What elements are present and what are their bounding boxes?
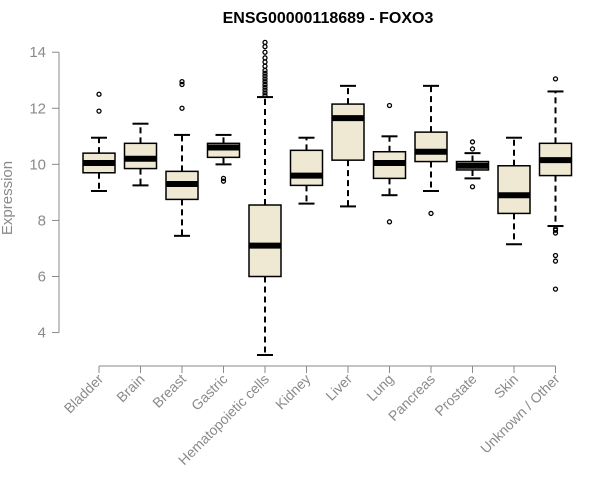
outlier-point — [262, 70, 268, 76]
outlier-point — [262, 87, 268, 93]
outlier-point — [552, 76, 559, 82]
outlier-point — [262, 90, 268, 96]
outlier-point — [179, 105, 185, 111]
y-tick-label: 10 — [29, 156, 46, 173]
y-tick-label: 8 — [38, 212, 46, 229]
x-tick-label: Unknown / Other — [477, 371, 563, 457]
outlier-point — [96, 108, 102, 114]
outlier-point — [552, 258, 559, 264]
box-kidney — [289, 136, 324, 205]
x-tick-label: Breast — [149, 371, 189, 411]
box-bladder — [82, 91, 116, 192]
y-axis: 4 6 8 10 12 14 — [29, 44, 60, 342]
x-tick-label: Kidney — [272, 371, 314, 413]
iqr-box — [331, 103, 365, 161]
chart-title: ENSG00000118689 - FOXO3 — [223, 10, 434, 27]
outlier-point — [220, 175, 227, 182]
outlier-point — [552, 226, 559, 232]
outlier-point — [469, 139, 476, 145]
y-axis-title: Expression — [0, 161, 16, 235]
outlier-point — [386, 102, 393, 109]
x-tick-label: Lung — [363, 371, 396, 404]
x-tick-label: Bladder — [61, 371, 107, 417]
outlier-point — [179, 81, 185, 88]
box-skin — [497, 136, 531, 246]
x-tick-label: Skin — [491, 371, 522, 402]
outlier-point — [262, 49, 268, 55]
outlier-point — [428, 210, 434, 217]
outlier-point — [469, 146, 476, 152]
box-breast — [165, 79, 199, 237]
outlier-point — [262, 73, 268, 79]
iqr-box — [289, 149, 324, 187]
outlier-point — [262, 93, 268, 99]
iqr-box — [248, 204, 282, 278]
outlier-point — [262, 79, 268, 85]
outlier-point — [552, 286, 559, 292]
box-brain — [123, 122, 158, 187]
x-tick-label: Brain — [113, 371, 147, 405]
outlier-point — [262, 43, 268, 50]
outlier-point — [262, 84, 268, 90]
box-unknown-other — [538, 76, 573, 292]
box-gastric — [206, 133, 241, 184]
outlier-point — [262, 67, 268, 74]
iqr-box — [497, 165, 531, 215]
outlier-point — [262, 39, 268, 46]
box-hematopoietic-cells — [248, 39, 282, 356]
outlier-point — [220, 178, 227, 184]
y-tick-label: 14 — [29, 44, 46, 61]
outlier-point — [262, 55, 268, 61]
box-liver — [331, 84, 365, 208]
y-tick-label: 6 — [38, 269, 46, 286]
outlier-point — [262, 81, 268, 88]
box-prostate — [455, 139, 490, 190]
outlier-point — [262, 76, 268, 82]
outlier-point — [179, 79, 185, 85]
outlier-point — [262, 63, 268, 69]
outlier-point — [469, 184, 476, 190]
x-tick-label: Liver — [322, 371, 355, 404]
y-tick-label: 12 — [29, 100, 46, 117]
outlier-point — [96, 91, 102, 97]
iqr-box — [414, 131, 448, 163]
x-tick-label: Prostate — [431, 371, 479, 419]
outlier-point — [552, 252, 559, 259]
outlier-point — [386, 219, 393, 225]
box-pancreas — [414, 84, 448, 217]
box-lung — [372, 102, 407, 225]
outlier-point — [262, 59, 268, 65]
y-tick-label: 4 — [38, 325, 46, 342]
plot-area — [82, 39, 573, 356]
